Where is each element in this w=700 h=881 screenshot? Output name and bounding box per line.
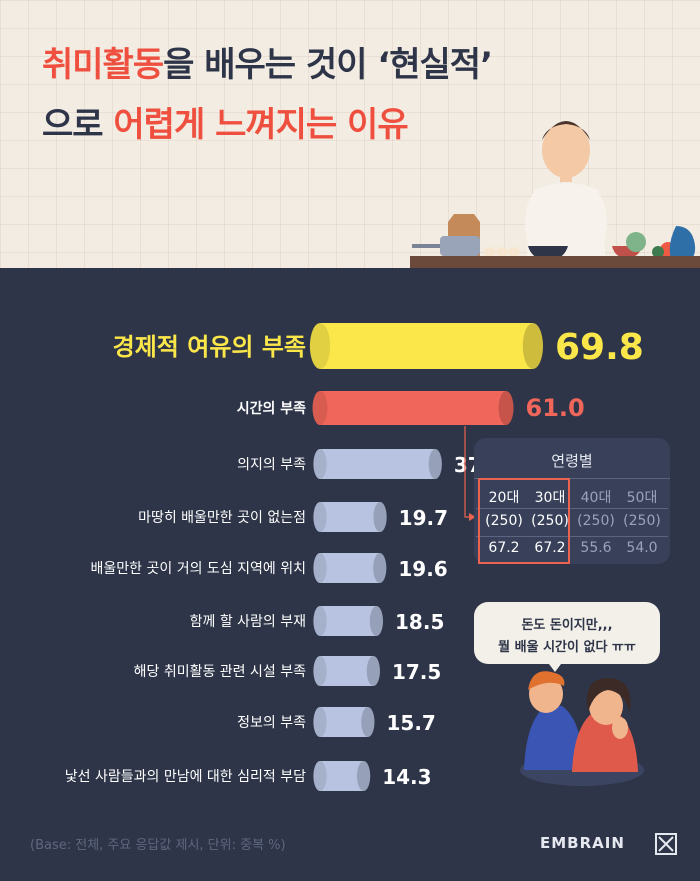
age-label-2: 30대 (534, 490, 566, 506)
category-label-8: 정보의 부족 (237, 715, 306, 731)
category-label-1: 경제적 여유의 부족 (113, 333, 306, 361)
age-row-divider-1 (476, 508, 668, 509)
bar-body-3 (320, 449, 436, 479)
brand-logo-text: EMBRAIN (540, 834, 625, 852)
title-line-2: 으로 어렵게 느껴지는 이유 (42, 104, 409, 146)
header: 취미활동을 배우는 것이 ‘현실적’ 으로 어렵게 느껴지는 이유 (0, 0, 700, 268)
embrain-logo-icon (655, 833, 677, 855)
category-label-5: 배울만한 곳이 거의 도심 지역에 위치 (91, 561, 306, 577)
value-label-5: 19.6 (398, 557, 447, 581)
title-highlight-2: 어렵게 느껴지는 이유 (113, 105, 408, 145)
title-line-1: 취미활동을 배우는 것이 ‘현실적’ (42, 44, 493, 86)
category-label-9: 낯선 사람들과의 만남에 대한 심리적 부담 (65, 769, 306, 785)
person-hair (542, 121, 590, 140)
bar-body-2 (320, 391, 507, 425)
bar-body-4 (320, 502, 381, 532)
bar-4 (313, 502, 387, 532)
speech-bubble-tail (546, 660, 564, 672)
bar-cap-4 (373, 502, 387, 532)
age-highlight-box (478, 478, 570, 564)
bar-6 (313, 606, 384, 636)
category-label-3: 의지의 부족 (237, 457, 306, 473)
age-label-4: 50대 (626, 490, 658, 506)
bar-body-8 (320, 707, 368, 737)
age-n-4: (250) (623, 513, 661, 529)
age-value-1: 67.2 (488, 540, 520, 556)
bar-base-5 (313, 553, 327, 583)
bar-base-7 (313, 656, 327, 686)
age-breakdown-panel: 연령별 (474, 438, 670, 564)
bar-9 (313, 761, 371, 791)
age-breakdown-title: 연령별 (551, 452, 593, 470)
age-row-divider-2 (476, 536, 668, 537)
bar-body-5 (320, 553, 380, 583)
bar-base-1 (309, 323, 331, 369)
age-breakdown-divider (474, 478, 670, 479)
vegetable-icon (626, 232, 646, 252)
age-n-2: (250) (531, 513, 569, 529)
bar-cap-9 (357, 761, 371, 791)
bar-base-4 (313, 502, 327, 532)
title-highlight-1: 취미활동 (42, 45, 164, 85)
age-n-3: (250) (577, 513, 615, 529)
age-connector-arrow (469, 513, 476, 521)
bar-body-7 (320, 656, 374, 686)
bar-base-6 (313, 606, 327, 636)
bar-2 (312, 391, 514, 425)
bar-5 (313, 553, 387, 583)
bar-base-2 (312, 391, 328, 425)
age-label-1: 20대 (488, 490, 520, 506)
person-head (542, 122, 590, 178)
base-note: (Base: 전체, 주요 응답값 제시, 단위: 중복 %) (30, 838, 286, 853)
category-label-7: 해당 취미활동 관련 시설 부족 (134, 664, 306, 680)
kitchen-counter (410, 256, 700, 268)
category-label-4: 마땅히 배울만한 곳이 없는점 (138, 510, 306, 526)
bar-base-9 (313, 761, 327, 791)
value-label-4: 19.7 (399, 506, 448, 530)
bar-3 (313, 449, 442, 479)
value-label-1: 69.8 (555, 327, 644, 368)
value-label-6: 18.5 (395, 610, 444, 634)
age-value-4: 54.0 (626, 540, 658, 556)
value-label-8: 15.7 (386, 711, 435, 735)
person-shirt (526, 183, 606, 262)
bar-cap-6 (369, 606, 384, 636)
bar-8 (313, 707, 375, 737)
age-value-2: 67.2 (534, 540, 566, 556)
bubble-line-2: 뭘 배울 시간이 없다 ㅠㅠ (498, 640, 636, 655)
jug-icon (669, 226, 696, 262)
bar-base-3 (313, 449, 327, 479)
bar-cap-5 (373, 553, 387, 583)
bar-cap-8 (361, 707, 375, 737)
title-text-1: 을 배우는 것이 ‘현실적’ (163, 45, 493, 85)
age-n-1: (250) (485, 513, 523, 529)
category-label-6: 함께 할 사람의 부재 (190, 614, 306, 630)
bar-body-6 (320, 606, 377, 636)
value-label-2: 61.0 (526, 394, 585, 422)
age-value-3: 55.6 (580, 540, 612, 556)
bar-cap-7 (366, 656, 380, 686)
age-label-3: 40대 (580, 490, 612, 506)
value-label-9: 14.3 (382, 765, 431, 789)
pot-icon (440, 236, 480, 256)
kitchen-illustration (412, 121, 696, 262)
bar-cap-3 (428, 449, 442, 479)
category-label-2: 시간의 부족 (237, 400, 306, 417)
bar-cap-1 (522, 323, 544, 369)
value-label-7: 17.5 (392, 660, 441, 684)
bar-1 (309, 323, 544, 369)
bar-body-1 (320, 323, 533, 369)
speech-bubble: 돈도 돈이지만,,, 뭘 배울 시간이 없다 ㅠㅠ (474, 602, 660, 664)
bar-7 (313, 656, 380, 686)
bubble-line-1: 돈도 돈이지만,,, (521, 618, 613, 633)
bar-base-8 (313, 707, 327, 737)
bar-cap-2 (498, 391, 514, 425)
bar-body-9 (320, 761, 364, 791)
title-text-2: 으로 (42, 105, 114, 145)
